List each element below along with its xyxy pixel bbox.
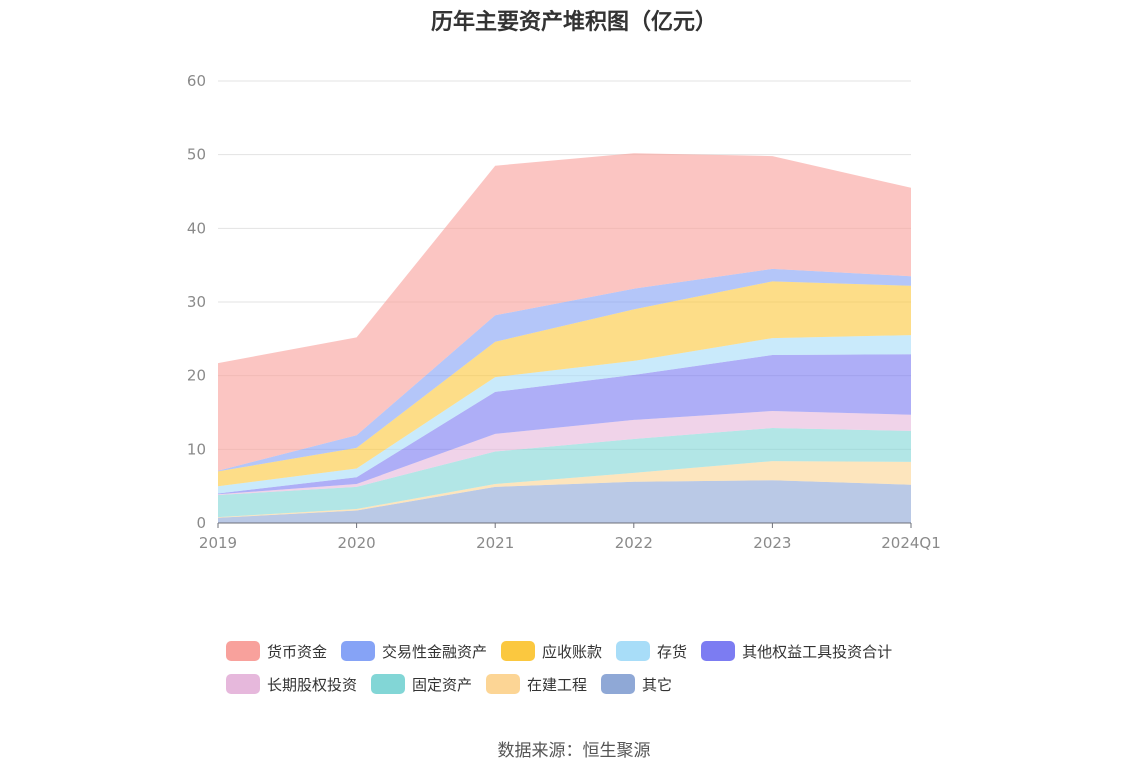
- legend-item[interactable]: 固定资产: [371, 674, 472, 695]
- area-series-1: [218, 461, 911, 518]
- legend-row: 长期股权投资 固定资产 在建工程 其它: [226, 673, 946, 695]
- legend-label: 其它: [642, 675, 673, 694]
- legend-item[interactable]: 长期股权投资: [226, 674, 357, 695]
- y-tick-label: 60: [187, 72, 206, 90]
- legend-item[interactable]: 交易性金融资产: [341, 641, 487, 662]
- y-tick-label: 40: [187, 219, 206, 237]
- x-tick-label: 2019: [199, 534, 237, 552]
- legend-label: 货币资金: [267, 642, 328, 661]
- y-tick-label: 30: [187, 293, 206, 311]
- legend-row: 货币资金 交易性金融资产 应收账款 存货 其他权益工具投资合计: [226, 640, 946, 662]
- legend-swatch: [701, 641, 736, 661]
- legend-swatch: [226, 674, 260, 694]
- legend-swatch: [371, 674, 406, 694]
- legend-swatch: [616, 641, 651, 661]
- legend-item[interactable]: 在建工程: [486, 674, 587, 695]
- chart-plot: 0 10 20 30 40 50 60 2019 2020 2021 2022 2023 2024Q1: [187, 72, 941, 552]
- axis-layer: 0 10 20 30 40 50 60 2019 2020 2021 2022 2023 2024Q1: [187, 72, 941, 552]
- area-series-4: [218, 354, 911, 495]
- area-series-7: [218, 268, 911, 472]
- y-tick-label: 10: [187, 440, 206, 458]
- y-tick-label: 20: [187, 367, 206, 385]
- legend-swatch: [341, 641, 376, 661]
- chart-title: 历年主要资产堆积图（亿元）: [430, 10, 717, 35]
- x-tick-label: 2022: [615, 534, 653, 552]
- legend-item[interactable]: 货币资金: [226, 641, 327, 662]
- legend-item[interactable]: 应收账款: [501, 641, 602, 662]
- area-series-3: [218, 411, 911, 495]
- legend-label: 其他权益工具投资合计: [742, 642, 893, 661]
- y-tick-label: 50: [187, 146, 206, 164]
- source-note: 数据来源：恒生聚源: [497, 741, 651, 761]
- legend-label: 应收账款: [542, 642, 603, 661]
- x-tick-label: 2023: [753, 534, 791, 552]
- legend-item[interactable]: 其它: [601, 674, 672, 695]
- legend-swatch: [501, 641, 536, 661]
- legend-swatch: [601, 674, 636, 694]
- legend: 货币资金 交易性金融资产 应收账款 存货 其他权益工具投资合计长期股权投资 固定资产 在建工…: [226, 640, 946, 706]
- legend-swatch: [486, 674, 521, 694]
- x-tick-label: 2020: [338, 534, 376, 552]
- legend-label: 固定资产: [412, 675, 473, 694]
- legend-item[interactable]: 存货: [616, 641, 687, 662]
- area-series-2: [218, 428, 911, 518]
- legend-label: 长期股权投资: [267, 675, 358, 694]
- legend-item[interactable]: 其他权益工具投资合计: [701, 641, 892, 662]
- legend-label: 存货: [657, 642, 688, 661]
- legend-label: 在建工程: [527, 675, 588, 694]
- y-tick-label: 0: [196, 514, 206, 532]
- area-series-8: [218, 153, 911, 471]
- area-series-6: [218, 281, 911, 487]
- x-tick-label: 2024Q1: [881, 534, 941, 552]
- area-series-5: [218, 335, 911, 494]
- area-series-0: [218, 480, 911, 523]
- legend-swatch: [226, 641, 260, 661]
- area-layer: [218, 153, 911, 523]
- legend-label: 交易性金融资产: [382, 642, 488, 661]
- x-tick-label: 2021: [476, 534, 514, 552]
